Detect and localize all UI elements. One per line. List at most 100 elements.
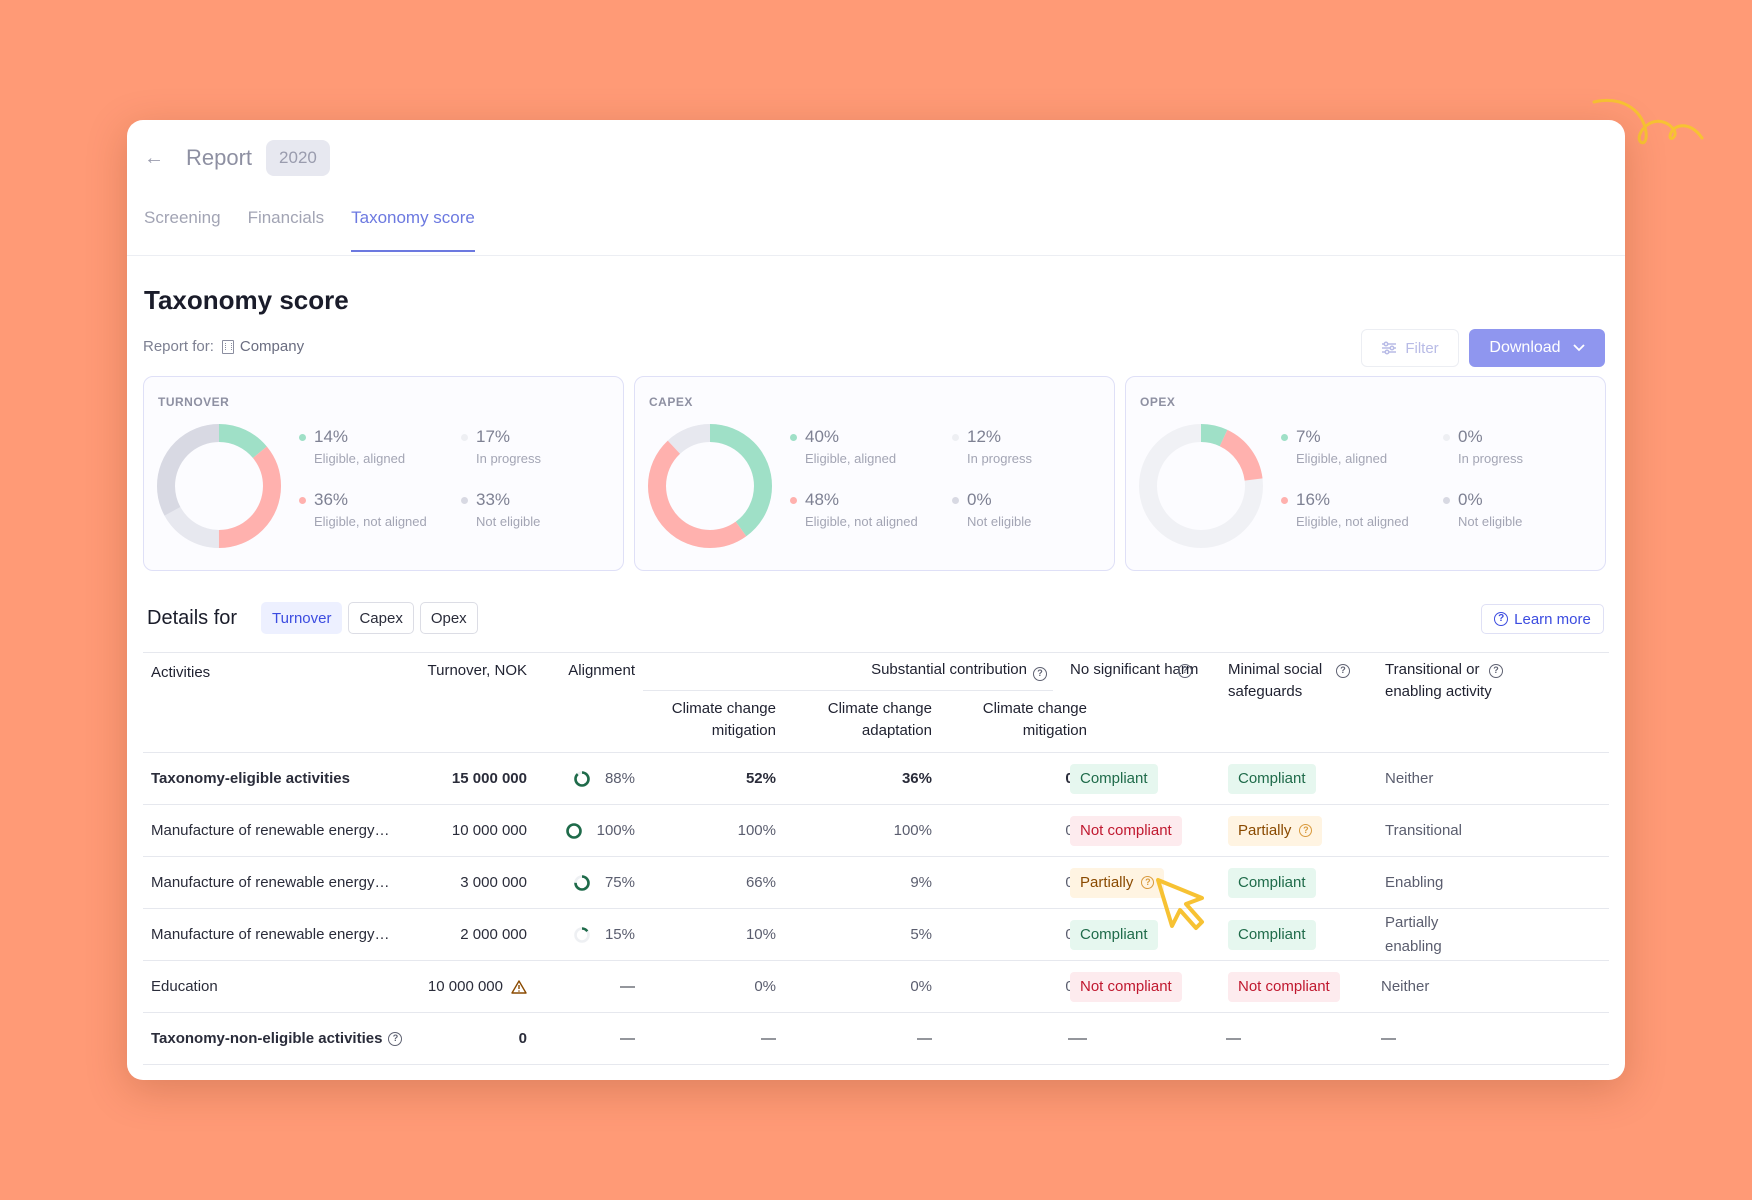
tab-screening[interactable]: Screening xyxy=(144,208,221,227)
legend-aligned: 40% Eligible, aligned xyxy=(790,427,896,466)
legend-aligned: 7% Eligible, aligned xyxy=(1281,427,1387,466)
status-badge[interactable]: Partially? xyxy=(1070,867,1165,898)
back-arrow-icon[interactable]: ← xyxy=(144,147,164,169)
ring-progress xyxy=(565,822,582,839)
help-circle-icon[interactable]: ? xyxy=(388,1031,403,1046)
legend-in-progress: 0% In progress xyxy=(1443,427,1523,466)
header-sc-mitigation-2: Climate change mitigation xyxy=(982,700,1087,739)
pill-capex[interactable]: Capex xyxy=(348,602,414,634)
activity-name: Manufacture of renewable energy… xyxy=(151,822,390,839)
learn-more-button[interactable]: ? Learn more xyxy=(1481,604,1604,634)
legend-in-progress: 12% In progress xyxy=(952,427,1032,466)
sc-mitigation-2-value: 0% xyxy=(943,805,1087,856)
pill-turnover[interactable]: Turnover xyxy=(261,602,343,634)
report-header: ← Report 2020 xyxy=(144,140,330,176)
table-row[interactable]: Manufacture of renewable energy… 10 000 … xyxy=(143,805,1609,857)
sc-adaptation-value: — xyxy=(917,1030,932,1047)
warning-icon[interactable] xyxy=(511,979,527,994)
alignment-value: — xyxy=(620,978,635,995)
sc-adaptation-value: 36% xyxy=(901,770,932,787)
table-row[interactable]: Taxonomy-eligible activities 15 000 000 … xyxy=(143,753,1609,805)
alignment-ring-icon xyxy=(574,874,590,891)
status-badge[interactable]: Compliant xyxy=(1070,919,1158,950)
dnsh-cell: Not compliant xyxy=(1070,805,1182,856)
in-progress-segment xyxy=(648,424,772,548)
report-for-value: Company xyxy=(239,338,305,355)
report-window: ← Report 2020 Screening Financials Taxon… xyxy=(127,120,1625,1080)
status-badge[interactable]: Compliant xyxy=(1070,763,1158,794)
not-aligned-segment xyxy=(157,424,281,548)
mss-cell: Compliant xyxy=(1228,909,1316,960)
help-circle-icon[interactable]: ? xyxy=(1033,667,1047,681)
sc-mitigation-value: 66% xyxy=(745,874,776,891)
pill-opex[interactable]: Opex xyxy=(419,602,478,634)
status-badge[interactable]: Compliant xyxy=(1228,867,1316,898)
help-circle-icon: ? xyxy=(1299,824,1313,837)
table-row[interactable]: Taxonomy-non-eligible activities ? 0 — —… xyxy=(143,1013,1609,1065)
learn-more-label: Learn more xyxy=(1514,610,1591,628)
status-badge[interactable]: Not compliant xyxy=(1228,971,1340,1002)
status-badge[interactable]: Not compliant xyxy=(1070,971,1182,1002)
help-circle-icon: ? xyxy=(1494,612,1509,626)
filter-button[interactable]: Filter xyxy=(1361,329,1459,367)
mss-cell: Compliant xyxy=(1228,857,1316,908)
header-bottom-border xyxy=(143,752,1609,753)
sc-mitigation-2-value: 0% xyxy=(943,857,1087,908)
dnsh-cell: Partially? xyxy=(1070,857,1165,908)
report-for-entity[interactable]: Company xyxy=(221,338,305,355)
tab-taxonomy-score[interactable]: Taxonomy score xyxy=(351,208,475,252)
tab-financials[interactable]: Financials xyxy=(247,208,325,227)
card-title: CAPEX xyxy=(649,395,693,409)
mss-value: — xyxy=(1226,1030,1241,1047)
help-circle-icon[interactable]: ? xyxy=(1178,664,1192,678)
ring-progress xyxy=(574,926,590,943)
sc-adaptation-value: 100% xyxy=(893,822,932,839)
report-for-label: Report for: xyxy=(143,338,214,355)
report-title: Report xyxy=(186,145,253,170)
report-for: Report for: Company xyxy=(143,338,304,355)
year-chip[interactable]: 2020 xyxy=(266,140,330,176)
ring-progress xyxy=(574,770,590,787)
activity-name: Manufacture of renewable energy… xyxy=(151,874,390,891)
ring-progress xyxy=(574,874,590,891)
table-row[interactable]: Manufacture of renewable energy… 3 000 0… xyxy=(143,857,1609,909)
sc-mitigation-value: 10% xyxy=(745,926,776,943)
help-circle-icon[interactable]: ? xyxy=(1336,664,1350,678)
status-badge[interactable]: Not compliant xyxy=(1070,815,1182,846)
status-badge[interactable]: Compliant xyxy=(1228,919,1316,950)
dnsh-cell: Compliant xyxy=(1070,909,1158,960)
sc-adaptation-value: 5% xyxy=(910,926,932,943)
sc-adaptation-value: 0% xyxy=(910,978,932,995)
opex-donut-chart xyxy=(1139,424,1263,548)
dnsh-cell: Not compliant xyxy=(1070,961,1182,1012)
activity-name: Taxonomy-eligible activities xyxy=(151,770,350,787)
dnsh-value: — xyxy=(1068,1030,1083,1047)
legend-not-eligible: 33% Not eligible xyxy=(461,490,540,529)
tabs-divider xyxy=(127,255,1625,256)
turnover-value: 3 000 000 xyxy=(460,874,527,891)
sc-mitigation-value: 52% xyxy=(745,770,776,787)
not-aligned-segment xyxy=(648,424,772,548)
status-badge[interactable]: Compliant xyxy=(1228,763,1316,794)
download-button[interactable]: Download xyxy=(1469,329,1605,367)
alignment-value: — xyxy=(620,1030,635,1047)
chevron-down-icon xyxy=(1572,344,1585,352)
legend-not-aligned: 48% Eligible, not aligned xyxy=(790,490,918,529)
header-turnover: Turnover, NOK xyxy=(427,662,527,679)
status-badge[interactable]: Partially? xyxy=(1228,815,1323,846)
not-eligible-segment xyxy=(157,424,281,548)
capex-card: CAPEX 40% Eligible, aligned 12% In progres… xyxy=(634,376,1115,571)
header-no-significant-harm: No significant harm xyxy=(1070,661,1199,678)
table-row[interactable]: Manufacture of renewable energy… 2 000 0… xyxy=(143,909,1609,961)
capex-donut-chart xyxy=(648,424,772,548)
turnover-value: 10 000 000 xyxy=(451,822,527,839)
turnover-donut-chart xyxy=(157,424,281,548)
alignment-ring-icon xyxy=(565,822,582,839)
sc-mitigation-2-value: — xyxy=(1072,1030,1087,1047)
help-circle-icon[interactable]: ? xyxy=(1489,664,1503,678)
dnsh-cell: Compliant xyxy=(1070,753,1158,804)
tab-bar: Screening Financials Taxonomy score xyxy=(144,208,475,252)
sc-mitigation-value: 100% xyxy=(737,822,776,839)
activity-name: Education xyxy=(151,978,218,995)
table-row[interactable]: Education 10 000 000 — 0% 0% 0% Not comp… xyxy=(143,961,1609,1013)
